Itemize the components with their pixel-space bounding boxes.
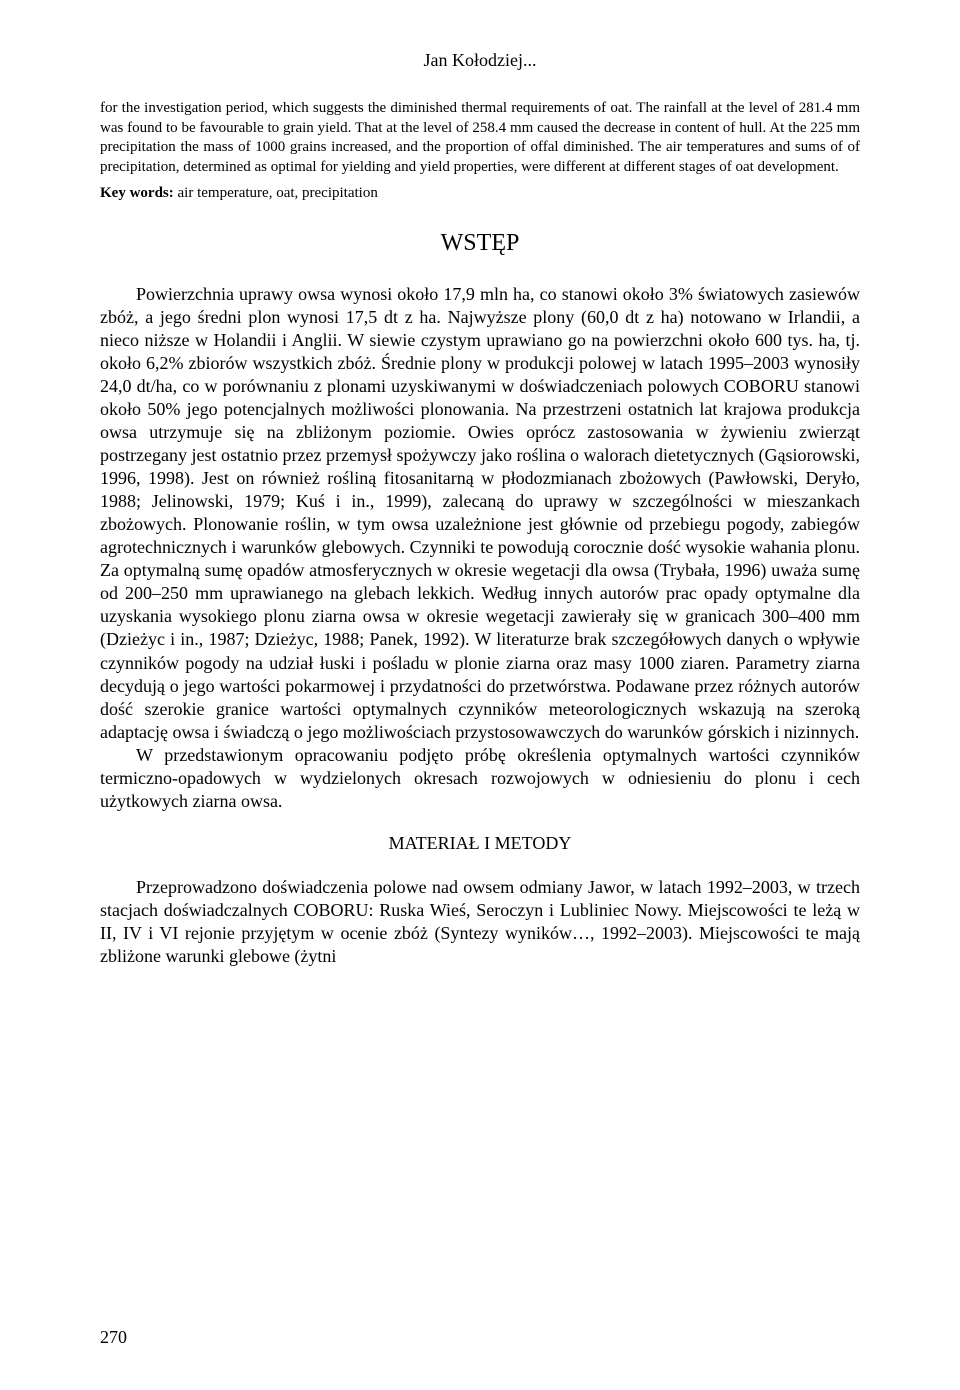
keywords-text: air temperature, oat, precipitation	[174, 185, 378, 201]
section-title-wstep: WSTĘP	[100, 230, 860, 257]
abstract-text: for the investigation period, which sugg…	[100, 99, 860, 177]
header-author: Jan Kołodziej...	[100, 50, 860, 71]
keywords-line: Key words: air temperature, oat, precipi…	[100, 185, 860, 202]
wstep-para-1: Powierzchnia uprawy owsa wynosi około 17…	[100, 283, 860, 744]
material-para-1: Przeprowadzono doświadczenia polowe nad …	[100, 876, 860, 968]
page-number: 270	[100, 1327, 127, 1348]
wstep-para-2: W przedstawionym opracowaniu podjęto pró…	[100, 744, 860, 813]
section-title-material: MATERIAŁ I METODY	[100, 833, 860, 854]
keywords-label: Key words:	[100, 185, 174, 201]
